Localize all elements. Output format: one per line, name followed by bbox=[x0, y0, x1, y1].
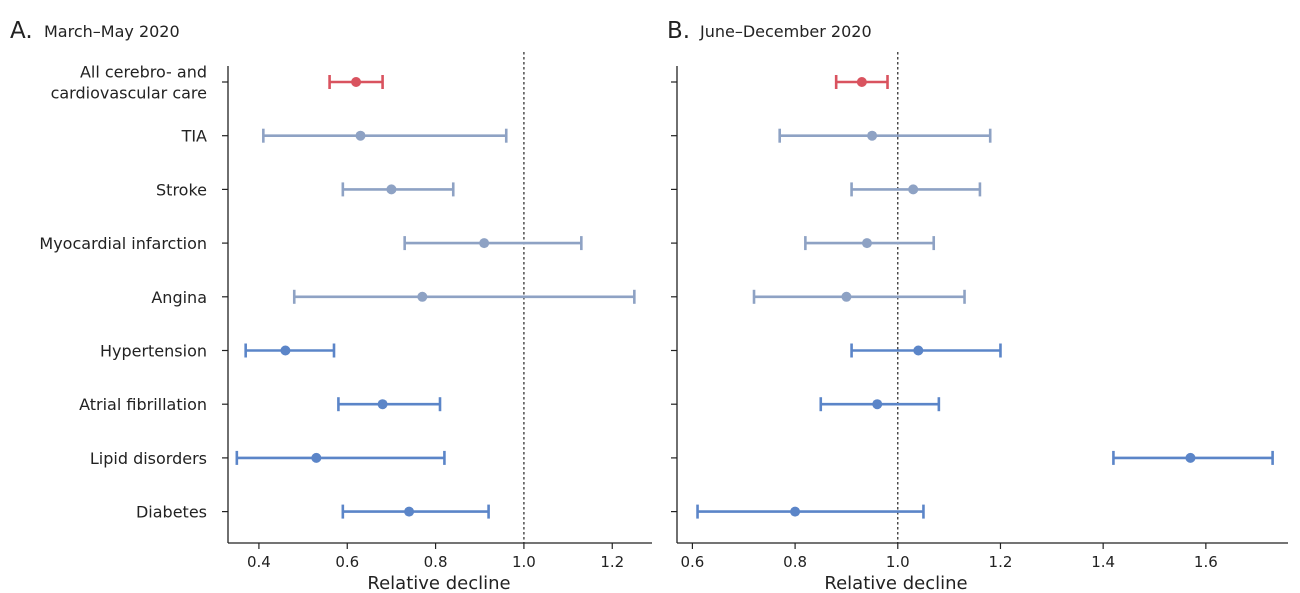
panel-a-myocardial-infarction-estimate-point bbox=[479, 238, 490, 249]
panel-a-lipid-disorders-estimate-point bbox=[311, 452, 322, 463]
panel-b-x-tick-label: 1.2 bbox=[989, 553, 1013, 571]
panel-b-x-tick-label: 1.4 bbox=[1091, 553, 1115, 571]
panel-a-x-tick-label: 0.6 bbox=[335, 553, 359, 571]
category-label-myocardial-infarction: Myocardial infarction bbox=[39, 234, 207, 253]
category-labels: All cerebro- and cardiovascular care TIA St… bbox=[39, 63, 207, 522]
category-label-all-cerebro-and: All cerebro- and cardiovascular care bbox=[51, 63, 207, 103]
panel-a-x-tick-label: 0.4 bbox=[247, 553, 271, 571]
panel-b-angina-estimate-point bbox=[841, 291, 852, 302]
category-label-tia: TIA bbox=[181, 127, 207, 146]
category-label-lipid-disorders: Lipid disorders bbox=[90, 449, 207, 468]
panel-b-x-tick-label: 1.6 bbox=[1194, 553, 1218, 571]
panel-a-hypertension-estimate-point bbox=[280, 345, 291, 356]
panel-b-x-tick-label: 0.8 bbox=[783, 553, 807, 571]
panel-a-atrial-fibrillation-estimate-point bbox=[377, 399, 388, 410]
panel-a-x-axis-label: Relative decline bbox=[367, 573, 510, 593]
panel-b-plot: 0.6 0.8 1.0 1.2 1.4 1.6 bbox=[671, 52, 1288, 571]
panel-a-diabetes-estimate-point bbox=[404, 506, 415, 517]
panel-b-all-cerebro-and-estimate-point bbox=[856, 77, 867, 87]
panel-b-title: June–December 2020 bbox=[699, 22, 872, 41]
category-label-atrial-fibrillation: Atrial fibrillation bbox=[79, 395, 207, 414]
panel-a-title: March–May 2020 bbox=[44, 22, 180, 41]
panel-b-letter: B. bbox=[667, 18, 690, 44]
panel-a-x-tick-label: 1.0 bbox=[512, 553, 536, 571]
panel-a-angina-estimate-point bbox=[417, 291, 428, 302]
panel-b-hypertension-estimate-point bbox=[913, 345, 924, 356]
panel-a-all-cerebro-and-estimate-point bbox=[351, 77, 362, 87]
panel-b-x-axis-label: Relative decline bbox=[824, 573, 967, 593]
panel-a-plot: 0.4 0.6 0.8 1.0 1.2 bbox=[222, 52, 652, 571]
panel-b-x-tick-label: 0.6 bbox=[680, 553, 704, 571]
category-label-stroke: Stroke bbox=[156, 180, 207, 199]
panel-a-letter: A. bbox=[10, 18, 33, 44]
panel-b-lipid-disorders-estimate-point bbox=[1185, 452, 1196, 463]
category-label-hypertension: Hypertension bbox=[100, 342, 207, 361]
panel-b-stroke-estimate-point bbox=[908, 184, 919, 195]
panel-b-diabetes-estimate-point bbox=[790, 506, 801, 517]
panel-a-stroke-estimate-point bbox=[386, 184, 397, 195]
panel-a-tia-estimate-point bbox=[355, 130, 366, 141]
category-label-diabetes: Diabetes bbox=[136, 503, 207, 522]
category-label-angina: Angina bbox=[151, 288, 207, 307]
panel-a-x-tick-label: 1.2 bbox=[600, 553, 624, 571]
panel-b-tia-estimate-point bbox=[867, 130, 878, 141]
panel-b-atrial-fibrillation-estimate-point bbox=[872, 399, 883, 410]
panel-b-x-tick-label: 1.0 bbox=[886, 553, 910, 571]
panel-a-x-tick-label: 0.8 bbox=[424, 553, 448, 571]
panel-b-myocardial-infarction-estimate-point bbox=[861, 238, 872, 249]
